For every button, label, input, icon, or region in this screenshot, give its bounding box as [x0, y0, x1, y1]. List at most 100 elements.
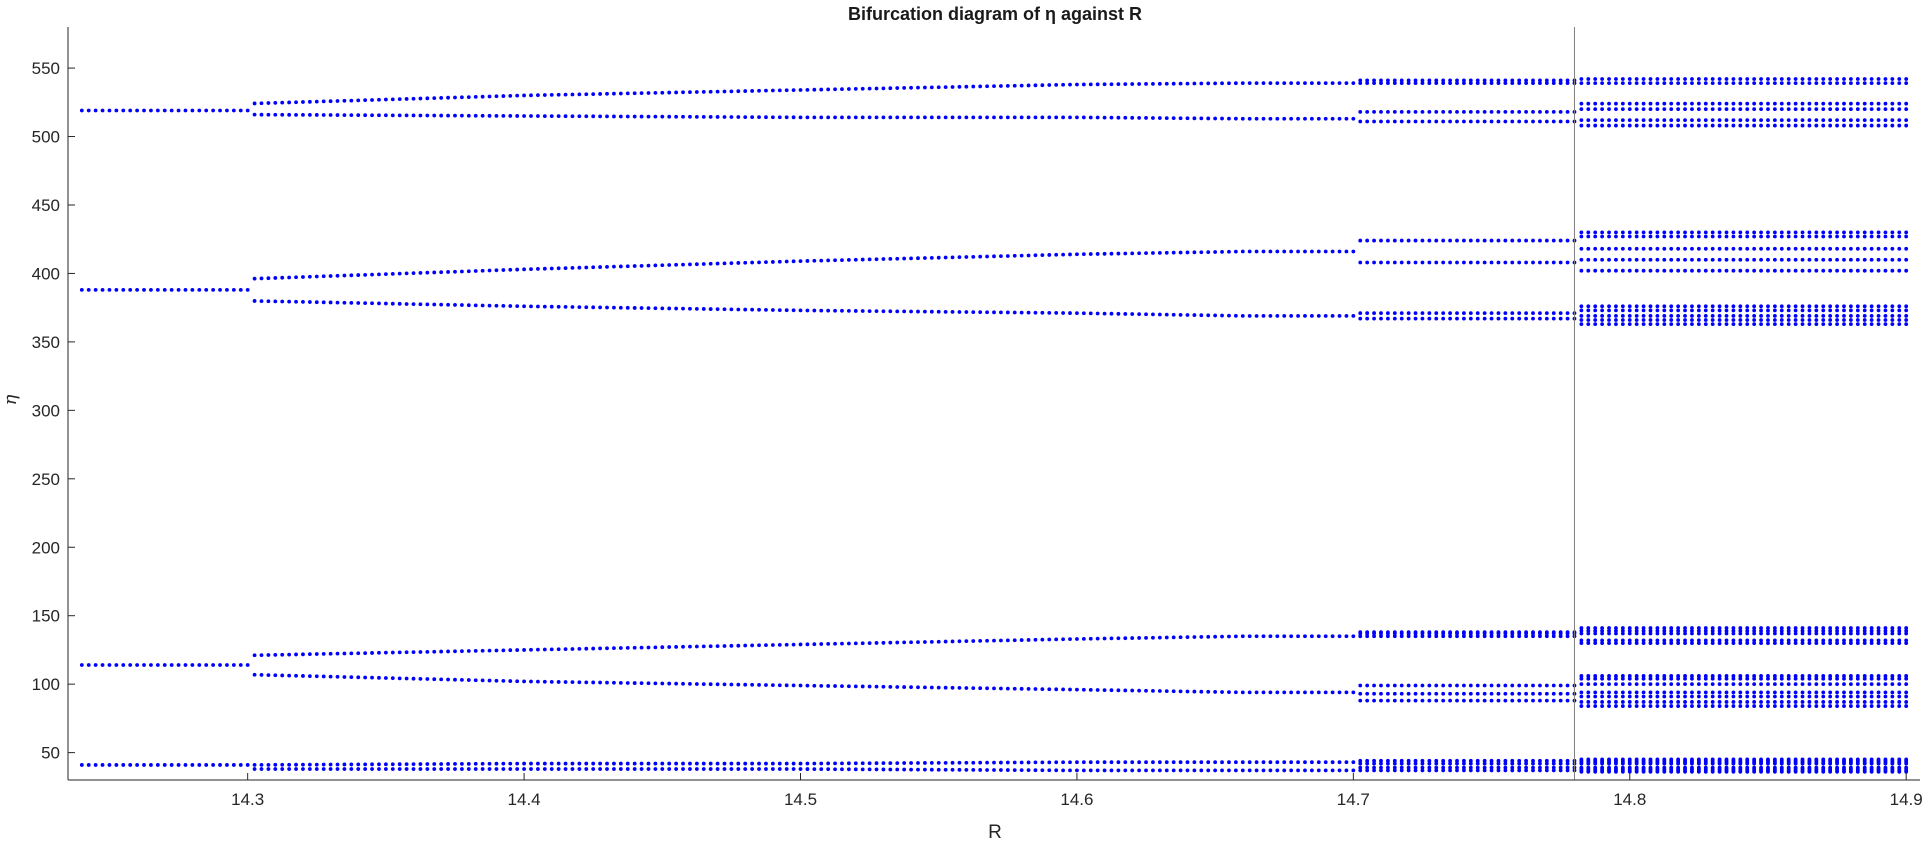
data-point [605, 264, 609, 269]
data-point [1862, 676, 1867, 681]
data-point [1482, 81, 1487, 86]
data-point [328, 651, 333, 656]
data-point [1061, 768, 1065, 773]
data-point [1821, 322, 1826, 326]
data-point [1247, 313, 1252, 318]
data-point [1061, 252, 1065, 257]
data-point [1040, 768, 1045, 773]
data-point [1185, 250, 1190, 255]
data-point [1365, 698, 1370, 703]
data-points-layer [79, 77, 1909, 774]
data-point [1406, 691, 1411, 696]
data-point [307, 113, 312, 117]
data-point [1551, 761, 1556, 766]
data-point [1544, 765, 1549, 770]
data-point [874, 115, 879, 120]
data-point [1821, 694, 1826, 699]
data-point [957, 685, 962, 690]
data-point [916, 685, 920, 690]
data-point [1690, 322, 1694, 326]
data-point [1607, 313, 1611, 318]
data-point [1738, 101, 1743, 106]
data-point [1503, 765, 1508, 770]
data-point [1544, 698, 1549, 703]
data-point [1627, 246, 1632, 251]
data-point [563, 647, 568, 652]
data-point [1862, 268, 1867, 273]
data-point [1738, 682, 1743, 687]
data-point [1696, 628, 1701, 633]
data-point [1662, 757, 1667, 762]
data-point [805, 683, 810, 688]
data-point [1759, 123, 1763, 128]
data-point [1047, 637, 1052, 642]
data-point [1772, 638, 1777, 643]
data-point [591, 767, 596, 771]
data-point [1745, 101, 1750, 106]
data-point [1662, 638, 1667, 643]
data-point [1455, 81, 1459, 86]
data-point [1703, 690, 1708, 695]
data-point [722, 761, 727, 766]
data-point [1151, 251, 1155, 255]
data-point [1766, 322, 1770, 326]
data-point [1752, 101, 1757, 106]
data-point [1676, 641, 1681, 645]
data-point [1821, 676, 1826, 681]
data-point [1869, 322, 1874, 326]
data-point [667, 263, 672, 267]
data-point [1883, 322, 1888, 326]
data-point [1593, 101, 1598, 106]
data-point [225, 287, 229, 292]
data-point [508, 267, 513, 272]
data-point [245, 287, 250, 292]
data-point [370, 272, 374, 277]
data-point [1883, 77, 1888, 81]
data-point [1137, 115, 1142, 120]
data-point [1586, 641, 1591, 645]
data-point [1531, 758, 1535, 763]
data-point [999, 768, 1003, 772]
data-point [612, 305, 616, 310]
data-point [1738, 322, 1743, 326]
data-point [377, 767, 381, 771]
data-point [591, 761, 596, 766]
data-point [1627, 101, 1632, 106]
data-point [1779, 234, 1784, 239]
data-point [1116, 115, 1121, 120]
data-point [1171, 768, 1176, 773]
data-point [846, 684, 851, 689]
data-point [349, 651, 354, 656]
data-point [1379, 683, 1383, 688]
data-point [1627, 304, 1632, 309]
data-point [425, 96, 430, 101]
data-point [1876, 81, 1881, 86]
data-point [1793, 77, 1798, 81]
data-point [1330, 634, 1335, 639]
data-point [1427, 758, 1432, 763]
data-point [1759, 690, 1763, 695]
data-point [1524, 634, 1528, 639]
data-point [211, 763, 216, 767]
data-point [1876, 77, 1881, 81]
data-point [1482, 765, 1487, 770]
data-point [1503, 109, 1508, 114]
data-point [1330, 313, 1335, 318]
data-point [273, 100, 278, 105]
data-point [936, 685, 941, 690]
data-point [1275, 634, 1280, 639]
data-point [1855, 704, 1860, 708]
data-point [895, 115, 900, 120]
data-point [1759, 107, 1763, 112]
data-point [1703, 626, 1708, 630]
data-point [1614, 322, 1618, 326]
data-point [943, 115, 948, 120]
data-point [1365, 691, 1370, 696]
data-point [107, 108, 112, 113]
data-point [1157, 81, 1162, 86]
data-point [1489, 260, 1494, 265]
data-point [1019, 638, 1024, 642]
data-point [1102, 115, 1107, 120]
data-point [383, 767, 388, 771]
